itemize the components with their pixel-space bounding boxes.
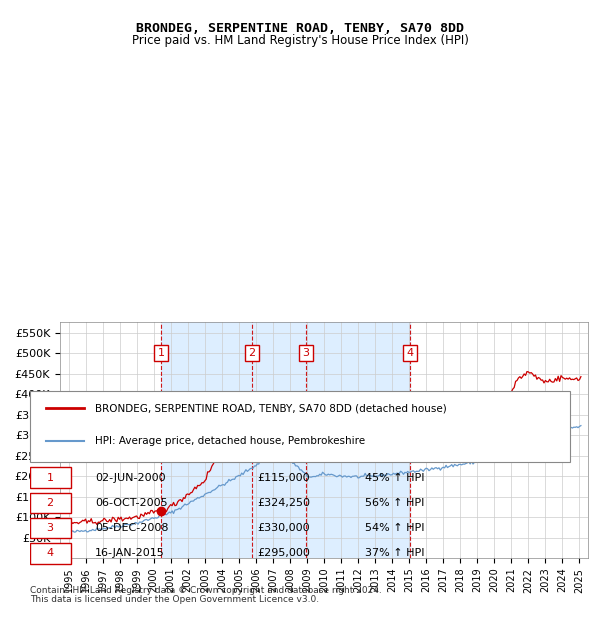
Text: HPI: Average price, detached house, Pembrokeshire: HPI: Average price, detached house, Pemb… <box>95 435 365 446</box>
Text: 56% ↑ HPI: 56% ↑ HPI <box>365 498 424 508</box>
Text: Price paid vs. HM Land Registry's House Price Index (HPI): Price paid vs. HM Land Registry's House … <box>131 34 469 47</box>
FancyBboxPatch shape <box>30 492 71 513</box>
Text: £324,250: £324,250 <box>257 498 310 508</box>
Text: BRONDEG, SERPENTINE ROAD, TENBY, SA70 8DD (detached house): BRONDEG, SERPENTINE ROAD, TENBY, SA70 8D… <box>95 404 446 414</box>
Text: 02-JUN-2000: 02-JUN-2000 <box>95 472 166 482</box>
Text: Contains HM Land Registry data © Crown copyright and database right 2024.: Contains HM Land Registry data © Crown c… <box>30 586 382 595</box>
Text: £115,000: £115,000 <box>257 472 310 482</box>
Text: 54% ↑ HPI: 54% ↑ HPI <box>365 523 424 533</box>
FancyBboxPatch shape <box>30 391 570 462</box>
FancyBboxPatch shape <box>30 518 71 538</box>
Text: 1: 1 <box>157 348 164 358</box>
Text: 2: 2 <box>46 498 53 508</box>
Bar <box>161 322 410 558</box>
Text: 05-DEC-2008: 05-DEC-2008 <box>95 523 168 533</box>
FancyBboxPatch shape <box>30 543 71 564</box>
Text: BRONDEG, SERPENTINE ROAD, TENBY, SA70 8DD: BRONDEG, SERPENTINE ROAD, TENBY, SA70 8D… <box>136 22 464 35</box>
Text: 06-OCT-2005: 06-OCT-2005 <box>95 498 167 508</box>
Text: 16-JAN-2015: 16-JAN-2015 <box>95 548 164 559</box>
Text: £295,000: £295,000 <box>257 548 310 559</box>
Text: 45% ↑ HPI: 45% ↑ HPI <box>365 472 424 482</box>
Text: 2: 2 <box>248 348 256 358</box>
Text: 1: 1 <box>46 472 53 482</box>
Text: 3: 3 <box>46 523 53 533</box>
Text: £330,000: £330,000 <box>257 523 310 533</box>
FancyBboxPatch shape <box>30 467 71 488</box>
Text: 4: 4 <box>46 548 53 559</box>
Text: 4: 4 <box>406 348 413 358</box>
Text: 37% ↑ HPI: 37% ↑ HPI <box>365 548 424 559</box>
Text: 3: 3 <box>302 348 309 358</box>
Text: This data is licensed under the Open Government Licence v3.0.: This data is licensed under the Open Gov… <box>30 595 319 604</box>
